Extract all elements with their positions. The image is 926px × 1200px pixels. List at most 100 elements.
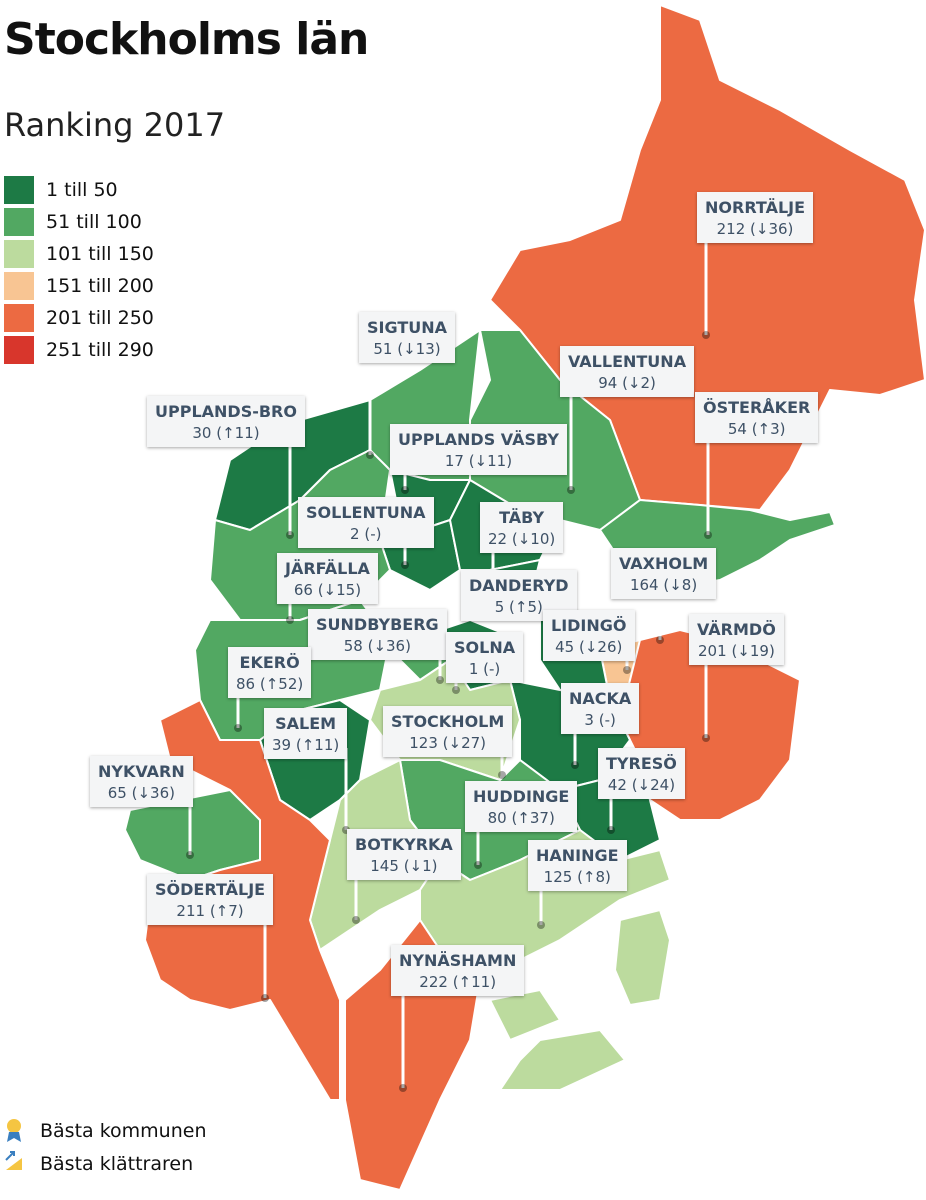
legend-swatch	[4, 336, 34, 364]
pin-foot	[261, 994, 269, 1002]
rank: 54	[727, 420, 747, 438]
municipality-name: NYNÄSHAMN	[399, 951, 517, 970]
municipality-name: SÖDERTÄLJE	[155, 880, 266, 899]
rank: 1	[468, 660, 479, 678]
municipality-name: UPPLANDS VÄSBY	[398, 430, 559, 449]
municipality-name: UPPLANDS-BRO	[155, 402, 297, 421]
medal-ribbon	[7, 1132, 21, 1142]
rank-line: 201 (↓19)	[697, 642, 776, 660]
pin-foot	[401, 561, 409, 569]
medal-icon	[7, 1119, 21, 1133]
municipality-name: HANINGE	[536, 846, 619, 865]
rank-change: (↓13)	[397, 340, 441, 358]
rank-line: 1 (-)	[454, 660, 515, 678]
rank-line: 123 (↓27)	[391, 734, 504, 752]
municipality-name: SALEM	[275, 714, 337, 733]
pin-foot	[474, 861, 482, 869]
rank-line: 22 (↓10)	[488, 530, 555, 548]
legend-item: 251 till 290	[4, 336, 154, 364]
rank: 58	[343, 637, 363, 655]
pin-foot	[702, 331, 710, 339]
rank-change: (↓2)	[622, 374, 656, 392]
rank-line: 65 (↓36)	[98, 784, 185, 802]
legend-item: 201 till 250	[4, 304, 154, 332]
legend-swatch	[4, 208, 34, 236]
municipality-name: DANDERYD	[469, 576, 569, 595]
pin-foot	[401, 486, 409, 494]
rank-change: (↓36)	[131, 784, 175, 802]
rank-line: 212 (↓36)	[705, 220, 805, 238]
legend-item: 101 till 150	[4, 240, 154, 268]
pin-foot	[186, 851, 194, 859]
pin-foot	[623, 666, 631, 674]
rank-line: 125 (↑8)	[536, 868, 619, 886]
rank: 66	[293, 581, 313, 599]
rank-line: 145 (↓1)	[355, 857, 453, 875]
rank-change: (↓36)	[367, 637, 411, 655]
rank-change: (↓19)	[731, 642, 775, 660]
pin-foot	[234, 724, 242, 732]
rank: 86	[236, 675, 256, 693]
rank-change: (↑8)	[577, 868, 611, 886]
rank-change: (↓24)	[631, 776, 676, 794]
legend-label: 1 till 50	[46, 179, 118, 201]
label-box: SUNDBYBERG 58 (↓36)	[308, 609, 447, 660]
rank: 22	[488, 530, 508, 548]
rank-line: 94 (↓2)	[568, 374, 686, 392]
rank-line: 86 (↑52)	[236, 675, 303, 693]
legend-label: 151 till 200	[46, 275, 154, 297]
label-box: SÖDERTÄLJE 211 (↑7)	[147, 874, 274, 925]
label-box: HUDDINGE 80 (↑37)	[465, 781, 578, 832]
legend-label: 201 till 250	[46, 307, 154, 329]
rank-change: (↑11)	[295, 736, 340, 754]
rank-line: 80 (↑37)	[473, 809, 569, 827]
pin-foot	[366, 451, 374, 459]
rank: 3	[584, 711, 594, 729]
legend-label: 51 till 100	[46, 211, 142, 233]
label-box: NORRTÄLJE 212 (↓36)	[697, 192, 814, 243]
pin-foot	[399, 1084, 407, 1092]
label-box: TYRESÖ 42 (↓24)	[598, 748, 685, 799]
rank-line: 17 (↓11)	[398, 452, 559, 470]
label-box: VALLENTUNA 94 (↓2)	[560, 346, 695, 397]
municipality-name: NYKVARN	[98, 762, 185, 781]
rank: 5	[494, 598, 505, 616]
rank-line: 58 (↓36)	[316, 637, 439, 655]
rank: 65	[107, 784, 127, 802]
municipality-name: EKERÖ	[239, 653, 300, 672]
rank-change: (↑11)	[452, 973, 497, 991]
island	[614, 909, 671, 1006]
rank-line: 51 (↓13)	[367, 340, 447, 358]
label-box: SOLNA 1 (-)	[446, 632, 524, 683]
municipality-name: SOLLENTUNA	[306, 503, 426, 522]
pin-foot	[607, 826, 615, 834]
rank-line: 164 (↓8)	[619, 576, 708, 594]
label-box: HANINGE 125 (↑8)	[528, 840, 627, 891]
label-box: SIGTUNA 51 (↓13)	[359, 312, 456, 363]
municipality-name: JÄRFÄLLA	[285, 559, 370, 578]
label-box: BOTKYRKA 145 (↓1)	[347, 829, 461, 880]
municipality-name: TYRESÖ	[606, 754, 677, 773]
label-box: NYKVARN 65 (↓36)	[90, 756, 193, 807]
island	[489, 989, 561, 1041]
rank-line: 2 (-)	[306, 525, 426, 543]
label-box: VAXHOLM 164 (↓8)	[611, 548, 717, 599]
rank: 30	[192, 424, 212, 442]
rank: 51	[373, 340, 393, 358]
rank-line: 222 (↑11)	[399, 973, 516, 991]
rank: 125	[543, 868, 573, 886]
pin-foot	[567, 486, 575, 494]
municipality-name: HUDDINGE	[473, 787, 570, 806]
pin-foot	[352, 916, 360, 924]
rank: 17	[444, 452, 464, 470]
pin-foot	[452, 686, 460, 694]
rank-change: (↑52)	[259, 675, 304, 693]
rank-change: (↓26)	[579, 638, 623, 656]
rank: 39	[272, 736, 292, 754]
legend-item: 151 till 200	[4, 272, 154, 300]
rank-line: 66 (↓15)	[285, 581, 370, 599]
label-box: STOCKHOLM 123 (↓27)	[383, 706, 513, 757]
legend-item: 1 till 50	[4, 176, 118, 204]
label-box: NACKA 3 (-)	[561, 683, 640, 734]
rank-change: (↓8)	[663, 576, 698, 594]
